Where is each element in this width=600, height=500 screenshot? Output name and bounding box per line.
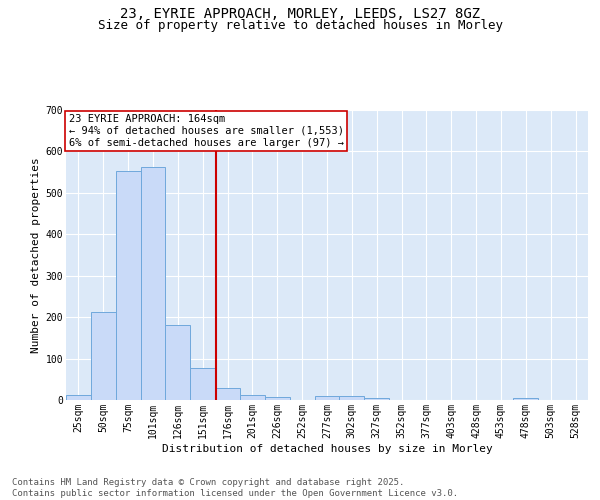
Bar bbox=[265, 396, 290, 400]
Bar bbox=[166, 326, 190, 400]
Bar bbox=[116, 171, 140, 400]
Bar bbox=[514, 398, 538, 400]
X-axis label: Distribution of detached houses by size in Morley: Distribution of detached houses by size … bbox=[161, 444, 493, 454]
Bar bbox=[314, 396, 340, 400]
Bar bbox=[364, 398, 389, 400]
Bar bbox=[340, 396, 364, 400]
Text: Size of property relative to detached houses in Morley: Size of property relative to detached ho… bbox=[97, 18, 503, 32]
Bar bbox=[215, 388, 240, 400]
Y-axis label: Number of detached properties: Number of detached properties bbox=[31, 157, 41, 353]
Bar bbox=[91, 312, 116, 400]
Text: Contains HM Land Registry data © Crown copyright and database right 2025.
Contai: Contains HM Land Registry data © Crown c… bbox=[12, 478, 458, 498]
Bar bbox=[190, 368, 215, 400]
Bar bbox=[140, 167, 166, 400]
Text: 23, EYRIE APPROACH, MORLEY, LEEDS, LS27 8GZ: 23, EYRIE APPROACH, MORLEY, LEEDS, LS27 … bbox=[120, 8, 480, 22]
Bar bbox=[240, 395, 265, 400]
Bar bbox=[66, 395, 91, 400]
Text: 23 EYRIE APPROACH: 164sqm
← 94% of detached houses are smaller (1,553)
6% of sem: 23 EYRIE APPROACH: 164sqm ← 94% of detac… bbox=[68, 114, 344, 148]
